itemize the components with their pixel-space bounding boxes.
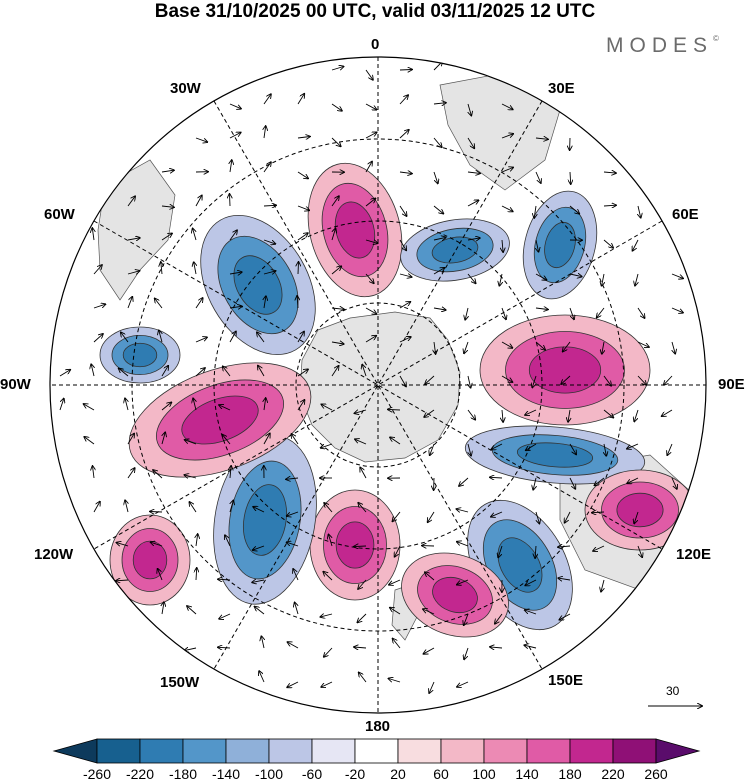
colorbar-swatch <box>52 738 98 764</box>
colorbar-tick-label: -20 <box>344 766 366 782</box>
lon-label-180: 180 <box>365 718 391 735</box>
lon-label-150e: 150E <box>548 672 584 689</box>
colorbar-swatch <box>483 738 528 764</box>
colorbar-tick-label: 20 <box>390 766 406 782</box>
lon-label-0: 0 <box>371 36 380 53</box>
lon-label-60e: 60E <box>672 206 699 223</box>
lon-label-90w: 90W <box>0 376 31 393</box>
colorbar-swatch <box>311 738 356 764</box>
colorbar-tick-label: 140 <box>515 766 539 782</box>
colorbar-swatch <box>96 738 141 764</box>
colorbar-swatch <box>526 738 571 764</box>
colorbar-swatch <box>225 738 270 764</box>
lon-label-30w: 30W <box>170 80 201 97</box>
lon-label-150w: 150W <box>160 674 200 691</box>
anomaly-pos-90e <box>479 314 651 426</box>
anomaly-pos-170e <box>309 489 401 601</box>
anomaly-neg-60e <box>522 190 598 300</box>
colorbar <box>52 738 701 764</box>
anomaly-pos-60e-out <box>584 469 696 551</box>
anomaly-neg-80w <box>99 326 181 384</box>
colorbar-swatch <box>139 738 184 764</box>
lon-label-30e: 30E <box>548 80 575 97</box>
colorbar-tick-label: -100 <box>254 766 284 782</box>
anomaly-neg-150w <box>213 435 317 605</box>
lon-label-120e: 120E <box>676 546 712 563</box>
colorbar-tick-label: 220 <box>601 766 625 782</box>
colorbar-swatch <box>440 738 485 764</box>
colorbar-swatch <box>612 738 657 764</box>
colorbar-swatch <box>397 738 442 764</box>
colorbar-swatch <box>268 738 313 764</box>
anomaly-neg-100e <box>464 425 646 485</box>
colorbar-swatch <box>182 738 227 764</box>
reference-vector-label: 30 <box>666 684 680 698</box>
map-boundary <box>49 56 707 714</box>
map-title: Base 31/10/2025 00 UTC, valid 03/11/2025… <box>154 1 596 22</box>
graticule <box>50 57 706 713</box>
lon-label-90e: 90E <box>718 376 745 393</box>
colorbar-tick-label: -260 <box>82 766 112 782</box>
wind-vectors <box>59 61 683 693</box>
colorbar-swatch <box>655 738 701 764</box>
colorbar-tick-label: -180 <box>168 766 198 782</box>
colorbar-tick-label: -220 <box>125 766 155 782</box>
colorbar-swatch <box>569 738 614 764</box>
colorbar-tick-label: 100 <box>472 766 496 782</box>
colorbar-swatch <box>354 738 399 764</box>
modes-logo: MODES© <box>606 34 719 57</box>
colorbar-tick-label: -60 <box>301 766 323 782</box>
colorbar-tick-label: -140 <box>211 766 241 782</box>
lon-label-120w: 120W <box>34 546 74 563</box>
colorbar-tick-label: 60 <box>433 766 449 782</box>
colorbar-tick-label: 260 <box>644 766 668 782</box>
colorbar-tick-label: 180 <box>558 766 582 782</box>
lon-label-60w: 60W <box>44 206 75 223</box>
anomaly-pos-100w <box>128 362 312 478</box>
